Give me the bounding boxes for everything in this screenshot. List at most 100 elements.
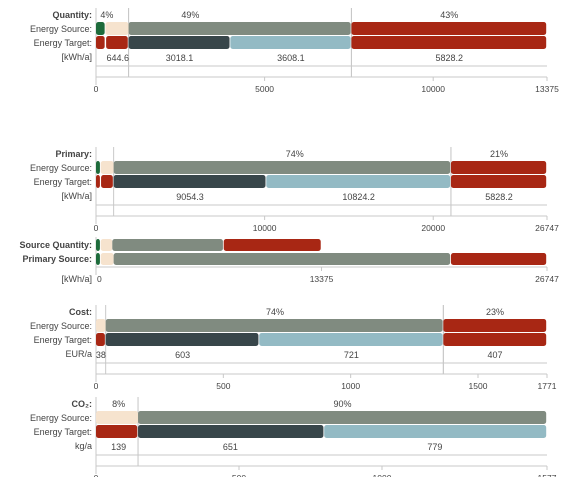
value-label: 3608.1 <box>277 53 305 63</box>
target-bar-red <box>96 425 138 438</box>
tick-label: 10000 <box>253 223 277 233</box>
source-bar-red <box>443 319 547 332</box>
panel-title-quantity: Quantity: <box>53 10 93 20</box>
panel-title-co2: CO₂: <box>72 399 93 409</box>
target-bar-light <box>230 36 351 49</box>
row-label-source: Energy Source: <box>30 163 92 173</box>
tick-label: 20000 <box>421 223 445 233</box>
target-bar-red <box>351 36 547 49</box>
unit-label: kg/a <box>75 441 92 451</box>
tick-label: 1000 <box>373 473 392 477</box>
target-bar-dark <box>113 175 266 188</box>
target-bar-red <box>101 175 113 188</box>
row-label-target: Energy Target: <box>34 177 92 187</box>
target-bar-red <box>443 333 547 346</box>
unit-label: [kWh/a] <box>61 52 92 62</box>
compare-primary-bar-green <box>96 253 100 265</box>
target-bar-light <box>259 333 443 346</box>
value-label: 38 <box>96 350 106 360</box>
panel-title-primary: Primary: <box>55 149 92 159</box>
source-bar-green <box>96 22 105 35</box>
target-bar-red <box>450 175 547 188</box>
value-label: 5828.2 <box>485 192 513 202</box>
compare-label-primary: Primary Source: <box>22 254 92 264</box>
tick-label: 10000 <box>421 84 445 94</box>
tick-label: 0 <box>94 223 99 233</box>
target-bar-light <box>324 425 547 438</box>
tick-label: 0 <box>94 473 99 477</box>
compare-tick-label: 13375 <box>310 274 334 284</box>
source-bar-cream <box>105 22 129 35</box>
value-label: 3018.1 <box>166 53 194 63</box>
tick-label: 0 <box>94 381 99 391</box>
value-label: 407 <box>488 350 503 360</box>
percent-label: 8% <box>112 399 125 409</box>
source-bar-gray <box>113 161 451 174</box>
row-label-target: Energy Target: <box>34 335 92 345</box>
row-label-target: Energy Target: <box>34 427 92 437</box>
target-bar-red <box>96 36 105 49</box>
target-bar-light <box>266 175 451 188</box>
source-bar-red <box>450 161 547 174</box>
tick-label: 500 <box>216 381 230 391</box>
value-label: 603 <box>175 350 190 360</box>
value-label: 721 <box>344 350 359 360</box>
compare-unit-label: [kWh/a] <box>61 274 92 284</box>
tick-label: 1500 <box>469 381 488 391</box>
compare-primary-bar-gray <box>113 253 451 265</box>
value-label: 651 <box>223 442 238 452</box>
tick-label: 0 <box>94 84 99 94</box>
tick-label: 5000 <box>255 84 274 94</box>
compare-tick-label: 26747 <box>535 274 559 284</box>
percent-label: 21% <box>490 149 508 159</box>
target-bar-red <box>96 175 100 188</box>
target-bar-dark <box>138 425 324 438</box>
compare-quantity-bar-gray <box>112 239 223 251</box>
tick-label: 1000 <box>341 381 360 391</box>
row-label-source: Energy Source: <box>30 413 92 423</box>
row-label-source: Energy Source: <box>30 321 92 331</box>
compare-label-quantity: Source Quantity: <box>19 240 92 250</box>
source-bar-cream <box>100 161 114 174</box>
percent-label: 74% <box>286 149 304 159</box>
value-label: 9054.3 <box>176 192 204 202</box>
row-label-target: Energy Target: <box>34 38 92 48</box>
source-bar-green <box>96 161 100 174</box>
compare-primary-bar-cream <box>100 253 114 265</box>
panel-title-cost: Cost: <box>69 307 92 317</box>
source-bar-gray <box>128 22 351 35</box>
compare-quantity-bar-green <box>96 239 100 251</box>
row-label-source: Energy Source: <box>30 24 92 34</box>
target-bar-red <box>106 36 128 49</box>
source-bar-gray <box>105 319 443 332</box>
percent-label: 74% <box>266 307 284 317</box>
tick-label: 1771 <box>538 381 557 391</box>
source-bar-red <box>351 22 547 35</box>
target-bar-dark <box>128 36 230 49</box>
percent-label: 49% <box>181 10 199 20</box>
percent-label: 43% <box>440 10 458 20</box>
percent-label: 90% <box>334 399 352 409</box>
tick-label: 500 <box>232 473 246 477</box>
value-label: 779 <box>427 442 442 452</box>
value-label: 10824.2 <box>342 192 375 202</box>
percent-label: 4% <box>100 10 113 20</box>
unit-label: [kWh/a] <box>61 191 92 201</box>
tick-label: 26747 <box>535 223 559 233</box>
compare-tick-label: 0 <box>97 274 102 284</box>
compare-quantity-bar-red <box>223 239 321 251</box>
tick-label: 13375 <box>535 84 559 94</box>
unit-label: EUR/a <box>65 349 92 359</box>
target-bar-red <box>96 333 105 346</box>
source-bar-cream <box>96 411 139 424</box>
value-label: 644.6 <box>106 53 129 63</box>
compare-primary-bar-red <box>450 253 547 265</box>
tick-label: 1577 <box>538 473 557 477</box>
source-bar-cream <box>96 319 106 332</box>
percent-label: 23% <box>486 307 504 317</box>
value-label: 139 <box>111 442 126 452</box>
compare-quantity-bar-cream <box>100 239 113 251</box>
target-bar-dark <box>105 333 259 346</box>
value-label: 5828.2 <box>435 53 463 63</box>
